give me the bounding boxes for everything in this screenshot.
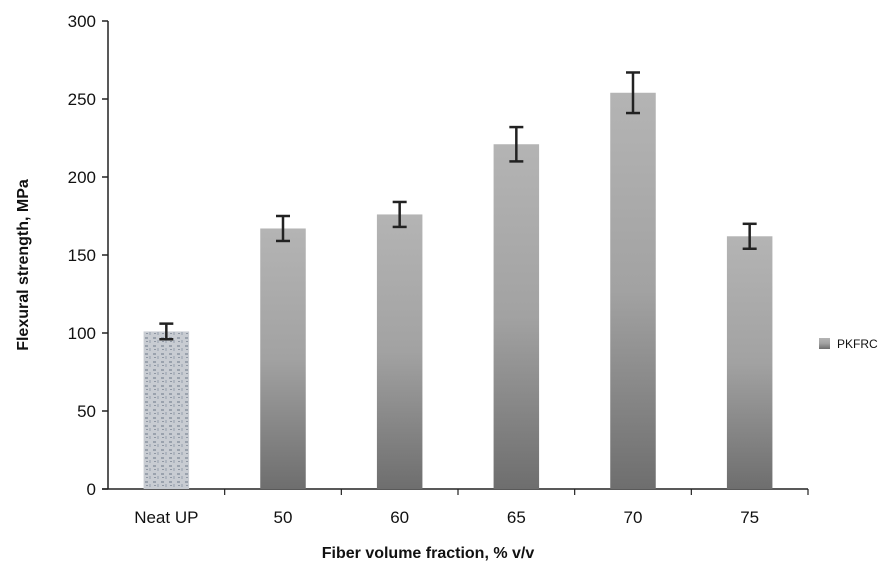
y-tick-label: 250 <box>68 90 96 109</box>
y-tick-label: 300 <box>68 12 96 31</box>
error-bar <box>159 322 174 341</box>
x-axis-title: Fiber volume fraction, % v/v <box>322 545 535 562</box>
bar-60 <box>376 214 423 489</box>
y-tick-label: 50 <box>77 402 96 421</box>
error-bar <box>276 214 290 243</box>
x-tick-label: 60 <box>390 508 409 527</box>
legend-swatch <box>819 338 830 349</box>
y-tick-label: 150 <box>68 246 96 265</box>
legend: PKFRC <box>819 337 878 351</box>
plot-area: 0 50 100 150 200 250 300 Neat UP 50 60 65 70 75 Fiber… <box>15 12 809 562</box>
bar-neat-up <box>143 331 190 489</box>
error-bar <box>509 125 524 163</box>
bar-75 <box>726 236 773 489</box>
bar-65 <box>493 144 540 490</box>
y-axis-title: Flexural strength, MPa <box>15 179 32 351</box>
legend-label: PKFRC <box>837 337 878 351</box>
x-tick-label: 50 <box>274 508 293 527</box>
y-tick-label: 0 <box>87 480 96 499</box>
x-tick-label: 70 <box>624 508 643 527</box>
x-tick-label: Neat UP <box>134 508 198 527</box>
y-tick-label: 100 <box>68 324 96 343</box>
x-tick-label: 75 <box>740 508 759 527</box>
error-bar <box>742 222 757 251</box>
bar-70 <box>610 92 656 489</box>
x-tick-label: 65 <box>507 508 526 527</box>
bar-50 <box>260 228 306 490</box>
error-bar <box>626 71 640 115</box>
y-tick-label: 200 <box>68 168 96 187</box>
error-bar <box>392 200 407 229</box>
